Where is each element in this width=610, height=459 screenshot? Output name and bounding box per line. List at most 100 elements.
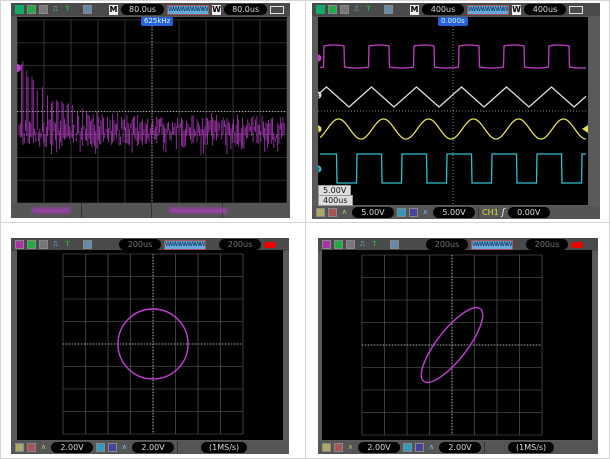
channel-marker bbox=[318, 125, 322, 133]
ch2-coupling-icon[interactable] bbox=[96, 443, 105, 452]
main-timebase[interactable]: 80.0us bbox=[121, 4, 165, 15]
ch2-scale[interactable]: 2.00V bbox=[132, 442, 174, 453]
fft-plot bbox=[17, 19, 287, 203]
channel-trace bbox=[319, 44, 587, 69]
main-label: M bbox=[410, 4, 419, 15]
pulse-icon[interactable]: ⎍ bbox=[53, 5, 58, 13]
scope-four-channel: ⎍ T M 400us WWWWWWWW W 400us 412 0.000s … bbox=[312, 3, 600, 219]
channel-marker-label: 4 bbox=[318, 93, 320, 100]
slope-icon[interactable] bbox=[27, 5, 36, 14]
probe-icon[interactable] bbox=[346, 240, 355, 249]
divider bbox=[484, 442, 485, 453]
scope-xy-circle: ⎍ T 200us WWWWWWWW 200us ᴧ 2.00V ᴧ 2.00V… bbox=[11, 238, 289, 454]
ch2-invert-icon[interactable]: ᴧ bbox=[122, 443, 127, 451]
main-timebase[interactable]: 200us bbox=[119, 239, 161, 250]
ch1-scale[interactable]: 2.00V bbox=[358, 442, 400, 453]
top-bar: ⎍ T M 80.0us WWWWWWWW W 80.0us bbox=[11, 3, 290, 16]
softkey-1[interactable] bbox=[11, 203, 82, 218]
memory-window-icon: WWWWWWWW bbox=[471, 239, 513, 250]
bottom-bar: ᴧ 5.00V ᴧ 5.00V CH1 ʃ 0.00V bbox=[312, 206, 600, 219]
ch2-scale[interactable]: 2.00V bbox=[439, 442, 481, 453]
trigger-t-icon[interactable]: T bbox=[372, 240, 377, 248]
ch1-coupling-icon[interactable] bbox=[316, 208, 325, 217]
sample-rate: (1MS/s) bbox=[201, 442, 248, 453]
lissajous-ellipse bbox=[420, 306, 484, 384]
ch2-coupling-icon[interactable] bbox=[397, 208, 406, 217]
rising-edge-icon: ʃ bbox=[501, 207, 505, 218]
math-icon[interactable] bbox=[15, 5, 24, 14]
save-icon[interactable] bbox=[390, 240, 399, 249]
window-timebase[interactable]: 200us bbox=[526, 239, 568, 250]
ch2-invert-icon[interactable]: ᴧ bbox=[429, 443, 434, 451]
trigger-level-marker bbox=[582, 125, 588, 133]
save-icon[interactable] bbox=[83, 5, 92, 14]
main-timebase[interactable]: 400us bbox=[422, 4, 464, 15]
ch2-bw-icon[interactable] bbox=[108, 443, 117, 452]
ch1-invert-icon[interactable]: ᴧ bbox=[342, 208, 347, 216]
top-bar: ⎍ T 200us WWWWWWWW 200us bbox=[11, 238, 289, 251]
divider bbox=[478, 207, 479, 218]
xy-mode-icon[interactable] bbox=[322, 240, 331, 249]
ch1-coupling-icon[interactable] bbox=[15, 443, 24, 452]
softkey-3-label-blurred bbox=[169, 208, 227, 213]
battery-icon bbox=[270, 5, 285, 14]
window-timebase[interactable]: 400us bbox=[524, 4, 566, 15]
slope-icon[interactable] bbox=[328, 5, 337, 14]
memory-window-icon: WWWWWWWW bbox=[164, 239, 206, 250]
main-timebase[interactable]: 200us bbox=[426, 239, 468, 250]
lissajous-circle bbox=[117, 308, 189, 380]
pulse-icon[interactable]: ⎍ bbox=[354, 5, 359, 13]
trigger-t-icon[interactable]: T bbox=[366, 5, 371, 13]
ch1-invert-icon[interactable]: ᴧ bbox=[348, 443, 353, 451]
ch1-bw-icon[interactable] bbox=[334, 443, 343, 452]
xy-mode-icon[interactable] bbox=[15, 240, 24, 249]
probe-icon[interactable] bbox=[340, 5, 349, 14]
window-timebase[interactable]: 80.0us bbox=[224, 4, 268, 15]
ch2-invert-icon[interactable]: ᴧ bbox=[423, 208, 428, 216]
window-timebase[interactable]: 200us bbox=[219, 239, 261, 250]
trigger-level[interactable]: 0.00V bbox=[507, 207, 550, 218]
save-icon[interactable] bbox=[384, 5, 393, 14]
slope-icon[interactable] bbox=[334, 240, 343, 249]
pulse-icon[interactable]: ⎍ bbox=[53, 240, 58, 248]
channel-marker-label: 2 bbox=[318, 167, 320, 174]
memory-window-icon: WWWWWWWW bbox=[167, 4, 210, 15]
bottom-bar: ᴧ 2.00V ᴧ 2.00V (1MS/s) bbox=[11, 441, 289, 454]
ch1-bw-icon[interactable] bbox=[27, 443, 36, 452]
window-label: W bbox=[212, 4, 222, 15]
ch2-bw-icon[interactable] bbox=[415, 443, 424, 452]
trigger-source[interactable]: CH1 bbox=[482, 208, 499, 217]
pulse-icon[interactable]: ⎍ bbox=[360, 240, 365, 248]
top-bar: ⎍ T M 400us WWWWWWWW W 400us bbox=[312, 3, 600, 16]
ch2-bw-icon[interactable] bbox=[409, 208, 418, 217]
channel-trace bbox=[320, 153, 586, 184]
ch1-coupling-icon[interactable] bbox=[322, 443, 331, 452]
main-label: M bbox=[109, 4, 118, 15]
scope-fft: ⎍ T M 80.0us WWWWWWWW W 80.0us 625kHz bbox=[11, 3, 290, 218]
slope-icon[interactable] bbox=[27, 240, 36, 249]
waveform-plot: 4 1 2 bbox=[318, 17, 588, 205]
ch1-scale[interactable]: 2.00V bbox=[51, 442, 93, 453]
channel-trace bbox=[319, 86, 587, 108]
math-icon[interactable] bbox=[316, 5, 325, 14]
probe-icon[interactable] bbox=[39, 5, 48, 14]
trigger-t-icon[interactable]: T bbox=[65, 5, 70, 13]
scope-xy-ellipse: ⎍ T 200us WWWWWWWW 200us ᴧ 2.00V ᴧ 2.00V… bbox=[318, 238, 598, 454]
xy-plot bbox=[62, 253, 244, 435]
channel-marker bbox=[318, 91, 322, 99]
softkey-4[interactable] bbox=[223, 203, 291, 218]
ch1-scale[interactable]: 5.00V bbox=[352, 207, 394, 218]
probe-icon[interactable] bbox=[39, 240, 48, 249]
channel-marker-label: 1 bbox=[318, 127, 320, 134]
ch1-invert-icon[interactable]: ᴧ bbox=[41, 443, 46, 451]
cursor-time-label: 0.000s bbox=[438, 17, 468, 26]
ch2-coupling-icon[interactable] bbox=[403, 443, 412, 452]
battery-icon bbox=[569, 5, 583, 14]
trigger-t-icon[interactable]: T bbox=[65, 240, 70, 248]
ch1-bw-icon[interactable] bbox=[328, 208, 337, 217]
waveform-screen: 412 0.000s 5.00V 400us bbox=[318, 17, 588, 206]
softkey-2[interactable] bbox=[82, 203, 152, 218]
divider bbox=[177, 442, 178, 453]
save-icon[interactable] bbox=[83, 240, 92, 249]
ch2-scale[interactable]: 5.00V bbox=[433, 207, 475, 218]
